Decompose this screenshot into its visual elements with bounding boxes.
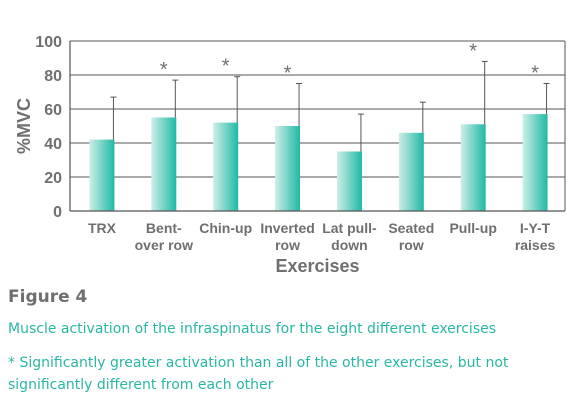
significance-marker: * xyxy=(160,59,168,81)
bars xyxy=(89,114,548,211)
x-tick-label: Bent-over row xyxy=(135,220,193,253)
significance-marker: * xyxy=(531,63,539,85)
error-bars xyxy=(110,60,550,152)
bar xyxy=(522,114,548,211)
bar xyxy=(213,122,239,211)
bar xyxy=(398,132,424,211)
significance-marker: * xyxy=(222,56,230,78)
significance-footnote: * Significantly greater activation than … xyxy=(8,355,509,393)
bar xyxy=(151,117,177,211)
bar-chart: 0 20 40 60 80 100 TRX * Bent-over row * Chin-up * In… xyxy=(14,34,566,276)
x-tick-label: Chin-up xyxy=(199,220,252,236)
bar xyxy=(275,126,301,211)
x-tick-label: Seated row xyxy=(388,220,434,253)
x-tick-label-line: Bent- xyxy=(146,220,182,236)
axes xyxy=(69,41,566,212)
significance-marker: * xyxy=(469,40,477,62)
x-tick-label-line: raises xyxy=(515,237,556,253)
y-tick-label: 0 xyxy=(53,204,62,221)
y-axis-title: %MVC xyxy=(14,98,34,154)
x-tick-label-line: over row xyxy=(135,237,193,253)
x-tick-label-line: Chin-up xyxy=(199,220,252,236)
x-tick-label: Inverted row xyxy=(260,220,314,253)
x-tick-label: Lat pull-down xyxy=(322,220,377,253)
x-tick-label-line: down xyxy=(331,237,368,253)
significance-marker: * xyxy=(284,63,292,85)
x-tick-label-line: row xyxy=(275,237,300,253)
bar xyxy=(336,151,362,211)
x-tick-label: TRX xyxy=(88,220,117,236)
x-tick-label-line: Seated xyxy=(388,220,434,236)
gridlines xyxy=(70,40,565,178)
x-tick-label-line: TRX xyxy=(88,220,117,236)
x-tick-label: I-Y-T raises xyxy=(515,220,556,253)
y-tick-label: 60 xyxy=(44,102,62,119)
figure-label: Figure 4 xyxy=(8,287,88,307)
bar xyxy=(89,139,115,211)
y-tick-label: 80 xyxy=(44,68,62,85)
figure-caption: Muscle activation of the infraspinatus f… xyxy=(8,321,497,337)
x-tick-label-line: Lat pull- xyxy=(322,220,377,236)
x-tick-label-line: I-Y-T xyxy=(520,220,551,236)
y-tick-label: 20 xyxy=(44,170,62,187)
x-tick-label: Pull-up xyxy=(449,220,496,236)
axis-labels: 0 20 40 60 80 100 TRX * Bent-over row * Chin-up * In… xyxy=(14,34,556,276)
x-tick-label-line: Inverted xyxy=(260,220,314,236)
x-tick-label-line: row xyxy=(399,237,424,253)
y-tick-label: 100 xyxy=(35,34,62,51)
bar xyxy=(460,124,486,211)
x-axis-title: Exercises xyxy=(275,256,359,276)
y-tick-label: 40 xyxy=(44,136,62,153)
x-tick-label-line: Pull-up xyxy=(449,220,496,236)
